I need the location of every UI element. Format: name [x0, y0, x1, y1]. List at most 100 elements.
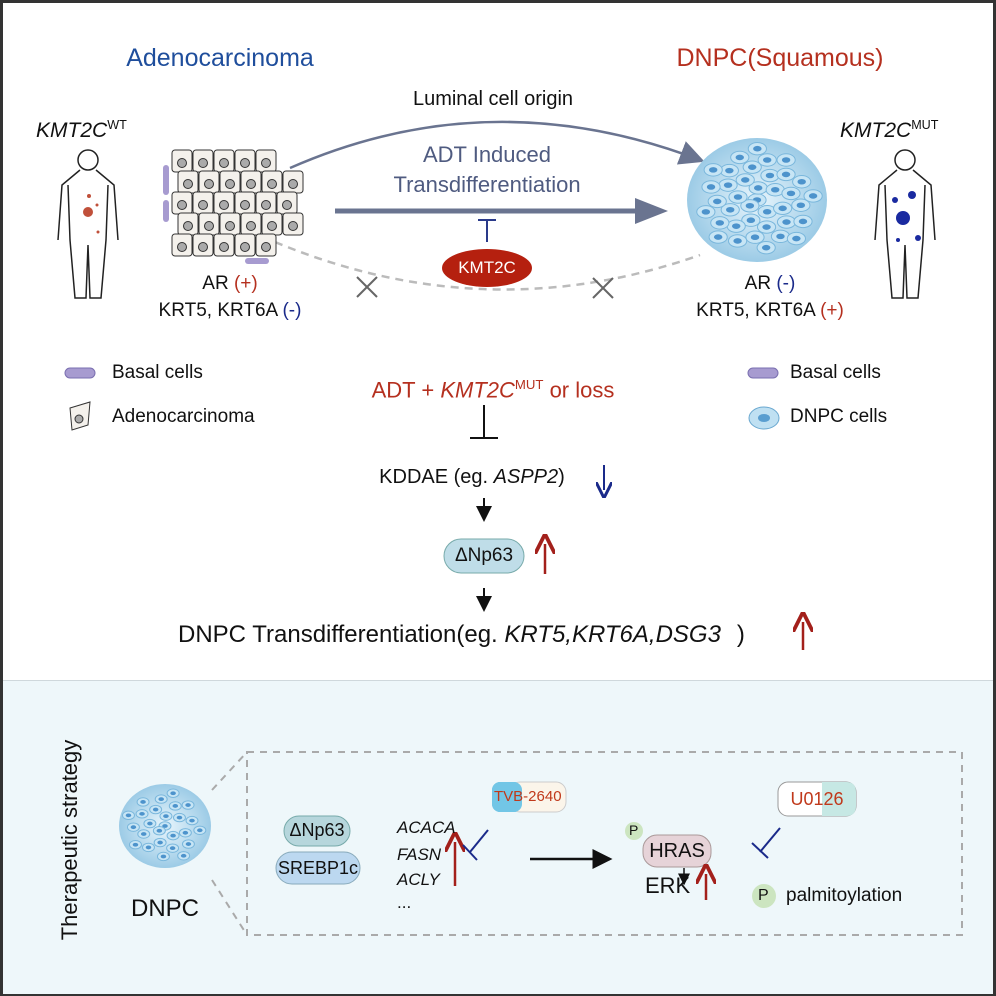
adt-induced-label: ADT Induced: [422, 142, 552, 167]
sup: MUT: [911, 118, 939, 132]
nucleus: [796, 202, 806, 209]
nucleus: [162, 824, 168, 828]
ar: AR: [202, 273, 229, 294]
sup: MUT: [514, 377, 544, 392]
nucleus: [706, 184, 716, 190]
nucleus: [246, 221, 256, 231]
nucleus: [169, 846, 176, 851]
genes: KRT5,KRT6A,DSG3: [504, 621, 721, 648]
krt: KRT5, KRT6A: [696, 300, 815, 321]
nucleus: [782, 219, 791, 225]
gene: KMT2C: [840, 119, 912, 142]
t: 26: [823, 789, 844, 809]
dnpc-label: DNPC: [130, 895, 200, 922]
nucleus: [156, 828, 163, 833]
x-mark-icon: [356, 276, 378, 298]
human-figure-icon: [57, 149, 119, 299]
nucleus: [145, 845, 152, 850]
nucleus: [797, 178, 806, 185]
blocked-path: [274, 240, 701, 291]
nucleus: [771, 186, 780, 193]
gene: KMT2C: [440, 377, 515, 403]
dnpc-cluster-icon: [687, 138, 827, 262]
sup: WT: [107, 118, 127, 132]
nucleus: [762, 208, 772, 215]
kmt2c-wt-label: KMT2CWT: [36, 118, 127, 143]
nucleus: [713, 198, 722, 205]
nucleus: [288, 179, 298, 189]
t: DNPC Transdifferentiation(eg.: [178, 621, 505, 648]
legend-basal-cells: Basal cells: [112, 362, 203, 383]
nucleus: [726, 206, 735, 213]
nucleus: [713, 234, 723, 240]
palmitoylation-label: palmitoylation: [786, 885, 903, 906]
nucleus: [261, 200, 271, 210]
nucleus: [792, 235, 801, 242]
nucleus: [170, 833, 176, 838]
nucleus: [781, 171, 791, 178]
nucleus: [197, 828, 203, 833]
dnp63-pill: [283, 815, 351, 847]
dnpc-cluster-small-icon: [119, 784, 211, 868]
nucleus: [160, 854, 167, 859]
nucleus: [158, 797, 164, 801]
nucleus: [753, 185, 763, 191]
nucleus: [157, 840, 163, 845]
transdifferentiation-label: Transdifferentiation: [393, 172, 581, 197]
nucleus: [746, 217, 756, 224]
nucleus: [182, 830, 189, 835]
hras-pill: [642, 834, 712, 868]
nucleus: [140, 832, 147, 836]
kmt2c-blob: [442, 249, 532, 287]
luminal-origin-arrow: [289, 120, 705, 170]
gene-fasn: FASN: [397, 845, 442, 864]
sign: (-): [776, 273, 796, 294]
t: ADT +: [371, 377, 441, 403]
x-mark-icon: [592, 277, 614, 299]
nucleus: [130, 825, 137, 830]
nucleus: [219, 200, 229, 210]
nucleus: [750, 234, 760, 241]
nucleus: [733, 194, 743, 200]
nucleus: [753, 145, 762, 152]
sign: (+): [233, 273, 258, 294]
gene-acly: ACLY: [397, 870, 440, 889]
u0126-label: U0126: [790, 789, 843, 810]
nucleus: [177, 158, 187, 168]
nucleus: [282, 200, 292, 210]
dnpc-title: DNPC(Squamous): [676, 44, 884, 72]
nucleus: [185, 803, 191, 807]
t: KDDAE (eg.: [379, 466, 494, 488]
erk-label: ERK: [645, 873, 691, 898]
nucleus: [189, 818, 195, 823]
nucleus: [172, 804, 179, 808]
nucleus: [808, 193, 818, 199]
result-label: DNPC Transdifferentiation(eg. KRT5,KRT6A…: [178, 621, 745, 649]
nucleus: [139, 811, 145, 816]
legend-basal-cells-right: Basal cells: [790, 362, 881, 383]
nucleus: [176, 815, 183, 820]
sign: (+): [820, 300, 844, 321]
nucleus: [735, 154, 744, 161]
nucleus: [261, 158, 271, 168]
t: U01: [790, 789, 824, 809]
nucleus: [715, 220, 725, 226]
dnp63-label: ΔNp63: [454, 545, 514, 566]
t: TVB-: [494, 788, 529, 805]
luminal-origin-label: Luminal cell origin: [412, 88, 574, 110]
kmt2c-label: KMT2C: [458, 258, 516, 277]
phospho-label: P: [629, 822, 639, 838]
t: ): [736, 621, 745, 648]
nucleus: [240, 242, 250, 252]
right-krt-status: KRT5, KRT6A (+): [696, 300, 844, 322]
nucleus: [701, 209, 711, 215]
arrowhead-icon: [635, 198, 668, 224]
nucleus: [147, 821, 153, 826]
dnp63-label: ΔNp63: [289, 820, 345, 840]
inhibit-icon: [462, 829, 489, 861]
nucleus: [761, 244, 771, 251]
nucleus: [781, 157, 791, 163]
nucleus: [180, 853, 187, 858]
adenocarcinoma-title: Adenocarcinoma: [126, 44, 314, 72]
